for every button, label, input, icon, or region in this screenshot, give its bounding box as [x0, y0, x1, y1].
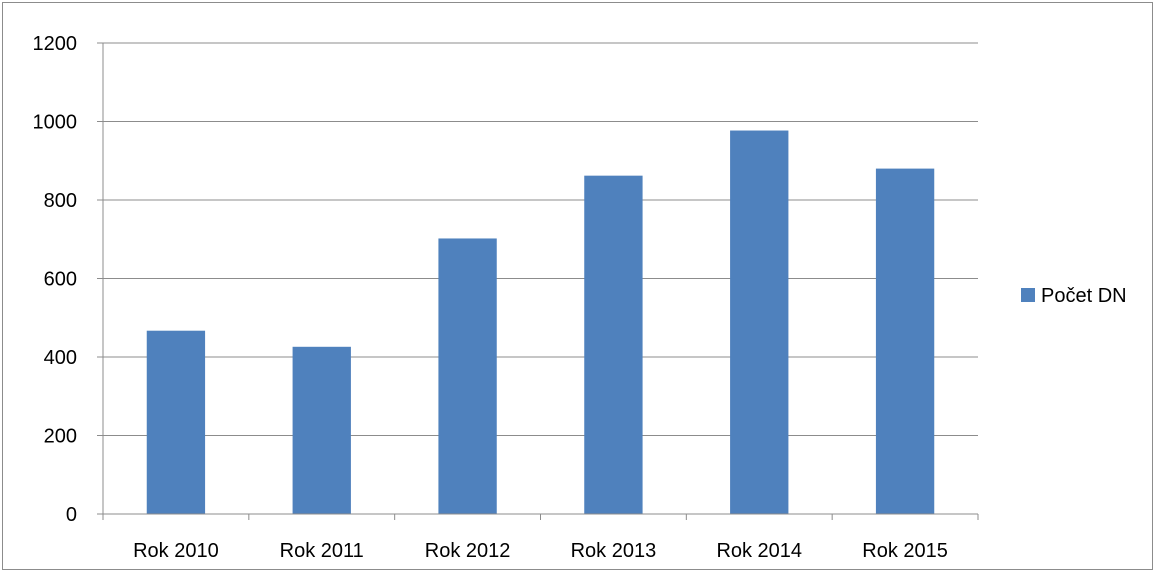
axes [97, 42, 979, 520]
x-tick-label: Rok 2013 [571, 540, 657, 562]
bar [292, 346, 351, 514]
y-axis-tick-labels: 0 200 400 600 800 1000 1200 [33, 33, 78, 526]
legend-label: Počet DN [1041, 285, 1127, 307]
legend: Počet DN [1021, 285, 1127, 307]
x-tick-label: Rok 2012 [425, 540, 511, 562]
x-tick-label: Rok 2010 [133, 540, 219, 562]
y-tick-label: 400 [44, 347, 77, 369]
legend-swatch [1021, 288, 1035, 302]
x-tick-label: Rok 2011 [280, 540, 364, 562]
bars [146, 130, 935, 515]
y-tick-label: 0 [66, 504, 77, 526]
y-tick-label: 1200 [33, 33, 78, 55]
y-tick-label: 1000 [33, 112, 78, 134]
bar [584, 175, 643, 515]
y-tick-label: 600 [44, 269, 77, 291]
x-tick-label: Rok 2014 [716, 540, 802, 562]
bar [730, 130, 789, 514]
x-axis-tick-labels: Rok 2010 Rok 2011 Rok 2012 Rok 2013 Rok 2014… [133, 540, 948, 562]
y-tick-label: 800 [44, 190, 77, 212]
grid-lines [103, 42, 978, 436]
bar [438, 238, 497, 514]
y-tick-label: 200 [44, 426, 77, 448]
x-tick-label: Rok 2015 [862, 540, 948, 562]
bar [146, 330, 206, 514]
bar [875, 168, 935, 514]
